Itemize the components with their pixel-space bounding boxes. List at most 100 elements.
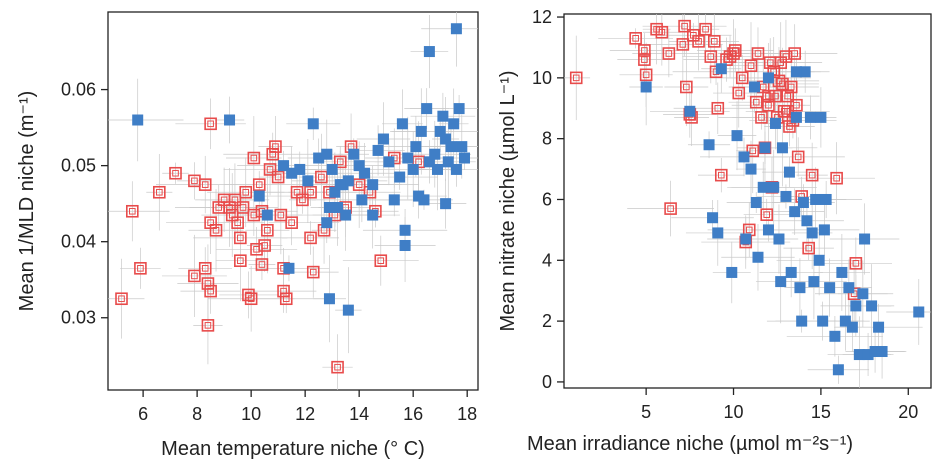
left-point-open bbox=[255, 258, 269, 271]
right-point-filled bbox=[824, 282, 836, 294]
right-open-markers bbox=[569, 19, 863, 301]
left-point-filled bbox=[359, 167, 371, 179]
left-y-tick-label: 0.03 bbox=[61, 308, 96, 328]
left-point-open-inner bbox=[309, 268, 317, 276]
right-point-filled bbox=[836, 266, 848, 278]
left-point-open-inner bbox=[272, 143, 279, 150]
right-point-open bbox=[664, 202, 677, 215]
right-point-open-inner bbox=[658, 28, 666, 36]
left-point-open bbox=[306, 265, 320, 279]
right-point-filled bbox=[873, 321, 885, 333]
left-point-open-inner bbox=[266, 166, 274, 173]
right-x-tick-label: 5 bbox=[641, 402, 651, 422]
right-x-ticks: 5 10 15 20 bbox=[641, 388, 918, 422]
left-point-filled bbox=[396, 118, 408, 130]
right-point-open-inner bbox=[730, 50, 737, 57]
left-point-filled bbox=[329, 186, 341, 198]
right-y-tick-label: 0 bbox=[542, 372, 552, 392]
right-point-filled bbox=[776, 142, 788, 154]
left-point-open-inner bbox=[118, 295, 125, 303]
left-point-filled bbox=[286, 167, 298, 179]
left-point-open bbox=[153, 185, 166, 199]
left-point-open-inner bbox=[137, 265, 144, 272]
right-point-open bbox=[849, 257, 863, 270]
left-point-filled bbox=[456, 141, 468, 153]
left-point-open-inner bbox=[264, 226, 271, 234]
right-point-filled bbox=[769, 117, 781, 129]
right-point-filled bbox=[712, 227, 724, 239]
right-point-open-inner bbox=[784, 108, 791, 115]
right-plot-frame bbox=[563, 13, 932, 389]
right-point-filled bbox=[783, 166, 795, 178]
left-plot-frame bbox=[107, 11, 479, 391]
right-point-filled bbox=[850, 300, 862, 312]
left-point-open-inner bbox=[247, 295, 255, 303]
left-point-filled bbox=[383, 156, 395, 168]
left-point-open-inner bbox=[255, 181, 263, 188]
right-point-filled bbox=[817, 315, 829, 327]
right-point-open-inner bbox=[632, 35, 639, 42]
left-point-open-inner bbox=[239, 204, 247, 211]
left-point-open bbox=[198, 262, 212, 275]
right-y-axis-label: Mean nitrate niche (µmol L⁻¹) bbox=[497, 70, 519, 331]
right-point-open bbox=[676, 38, 690, 51]
right-point-open-inner bbox=[735, 89, 743, 97]
right-point-open bbox=[755, 111, 768, 124]
left-point-open bbox=[234, 231, 247, 245]
left-y-tick-label: 0.05 bbox=[61, 156, 96, 176]
right-point-open-inner bbox=[805, 244, 812, 252]
left-point-filled bbox=[423, 156, 435, 168]
left-point-open bbox=[304, 231, 317, 245]
left-point-filled bbox=[323, 293, 335, 305]
left-point-open-inner bbox=[231, 196, 239, 204]
right-y-tick-label: 8 bbox=[542, 129, 552, 149]
right-point-open-inner bbox=[641, 56, 648, 63]
right-point-filled bbox=[785, 266, 797, 278]
right-x-tick-label: 10 bbox=[724, 402, 744, 422]
left-point-open-inner bbox=[274, 173, 282, 181]
left-point-open bbox=[169, 166, 182, 180]
left-point-open bbox=[315, 170, 328, 184]
right-point-filled bbox=[740, 233, 752, 245]
left-point-filled bbox=[253, 190, 265, 202]
right-point-filled bbox=[790, 66, 802, 78]
left-point-filled bbox=[423, 46, 435, 58]
left-point-filled bbox=[410, 141, 422, 153]
right-point-filled bbox=[745, 163, 757, 175]
right-point-filled bbox=[789, 206, 801, 218]
left-point-open-inner bbox=[237, 257, 244, 265]
right-y-tick-label: 6 bbox=[542, 189, 552, 209]
left-point-filled bbox=[440, 198, 452, 210]
right-point-filled bbox=[815, 111, 827, 123]
left-point-open bbox=[198, 178, 212, 191]
left-point-filled bbox=[402, 152, 414, 164]
left-point-filled bbox=[342, 175, 354, 187]
right-point-open-inner bbox=[707, 53, 715, 60]
left-point-open bbox=[263, 163, 277, 176]
right-point-open-inner bbox=[772, 92, 779, 100]
right-point-filled bbox=[866, 300, 878, 312]
right-point-filled bbox=[832, 364, 844, 376]
left-point-open bbox=[247, 208, 261, 222]
left-point-open-inner bbox=[191, 177, 198, 185]
left-point-filled bbox=[321, 148, 333, 160]
left-point-filled bbox=[431, 163, 443, 175]
left-point-open bbox=[333, 155, 347, 169]
left-point-filled bbox=[340, 209, 352, 221]
right-point-open bbox=[830, 171, 843, 185]
right-point-filled bbox=[806, 227, 818, 239]
right-point-open-inner bbox=[833, 174, 840, 182]
right-y-tick-label: 10 bbox=[532, 68, 552, 88]
right-point-filled bbox=[829, 330, 841, 342]
right-point-open bbox=[711, 101, 725, 115]
left-point-open-inner bbox=[299, 196, 306, 204]
left-point-open-inner bbox=[234, 219, 241, 226]
right-point-open bbox=[784, 80, 798, 94]
left-point-open-inner bbox=[307, 234, 314, 242]
right-point-filled bbox=[715, 63, 727, 75]
left-point-filled bbox=[332, 201, 344, 213]
right-point-filled bbox=[859, 233, 871, 245]
left-point-filled bbox=[415, 125, 427, 137]
left-point-open bbox=[244, 292, 258, 306]
left-point-open bbox=[134, 262, 147, 275]
